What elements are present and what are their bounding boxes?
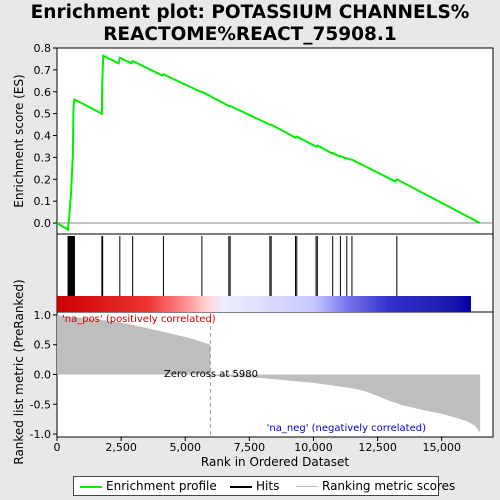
hits-swatch [230, 485, 252, 488]
es-y-tick-label: 0.4 [34, 130, 52, 143]
metric-fill [57, 314, 481, 433]
neg-correlated-label: 'na_neg' (negatively correlated) [267, 423, 426, 434]
x-tick-label: 5,000 [169, 441, 201, 454]
es-curve [56, 54, 481, 232]
metric-area [57, 314, 481, 433]
es-y-tick-label: 0.7 [34, 64, 52, 77]
pos-correlated-label: 'na_pos' (positively correlated) [62, 314, 216, 325]
title-line-2: REACTOME%REACT_75908.1 [103, 24, 397, 45]
x-tick-label: 12,500 [358, 441, 397, 454]
es-panel [56, 47, 494, 235]
zero-cross-label: Zero cross at 5980 [164, 369, 258, 380]
metric-y-tick-label: -1.0 [30, 428, 51, 441]
es-y-tick-label: 0.1 [34, 195, 52, 208]
es-y-tick-label: 0.2 [34, 173, 52, 186]
es-y-tick-label: 0.6 [34, 86, 52, 99]
axes: 0.0 0.1 0.2 0.3 0.4 0.5 0.6 0.7 0.8 1.0 0.5 0.0 -0.5… [30, 42, 461, 454]
metric-y-tick-label: -0.5 [30, 398, 51, 411]
rank-color-bar [57, 296, 471, 312]
metric-y-tick-label: 1.0 [34, 309, 52, 322]
es-y-tick-label: 0.5 [34, 108, 52, 121]
x-tick-label: 2,500 [105, 441, 137, 454]
es-y-tick-label: 0.0 [34, 217, 52, 230]
legend-item-hits: Hits [230, 479, 279, 493]
es-axis-label: Enrichment score (ES) [12, 74, 26, 207]
x-tick-label: 10,000 [294, 441, 333, 454]
legend-item-enrichment: Enrichment profile [80, 479, 217, 493]
metric-swatch [296, 486, 318, 487]
legend-item-metric: Ranking metric scores [296, 479, 455, 493]
metric-axis-label: Ranked list metric (PreRanked) [12, 279, 26, 464]
chart-title: Enrichment plot: POTASSIUM CHANNELS% REA… [0, 2, 500, 46]
metric-y-tick-label: 0.5 [34, 339, 52, 352]
metric-y-tick-label: 0.0 [34, 369, 52, 382]
x-tick-label: 7,500 [234, 441, 266, 454]
enrichment-swatch [80, 485, 102, 488]
enrichment-profile [56, 54, 481, 232]
es-y-tick-label: 0.8 [34, 42, 52, 55]
hit-marks [67, 236, 398, 296]
title-line-1: Enrichment plot: POTASSIUM CHANNELS% [30, 2, 470, 23]
legend: Enrichment profile Hits Ranking metric s… [73, 476, 455, 496]
es-y-tick-label: 0.3 [34, 151, 52, 164]
x-axis-label: Rank in Ordered Dataset [201, 455, 349, 469]
x-tick-label: 15,000 [422, 441, 461, 454]
x-tick-label: 0 [54, 441, 61, 454]
